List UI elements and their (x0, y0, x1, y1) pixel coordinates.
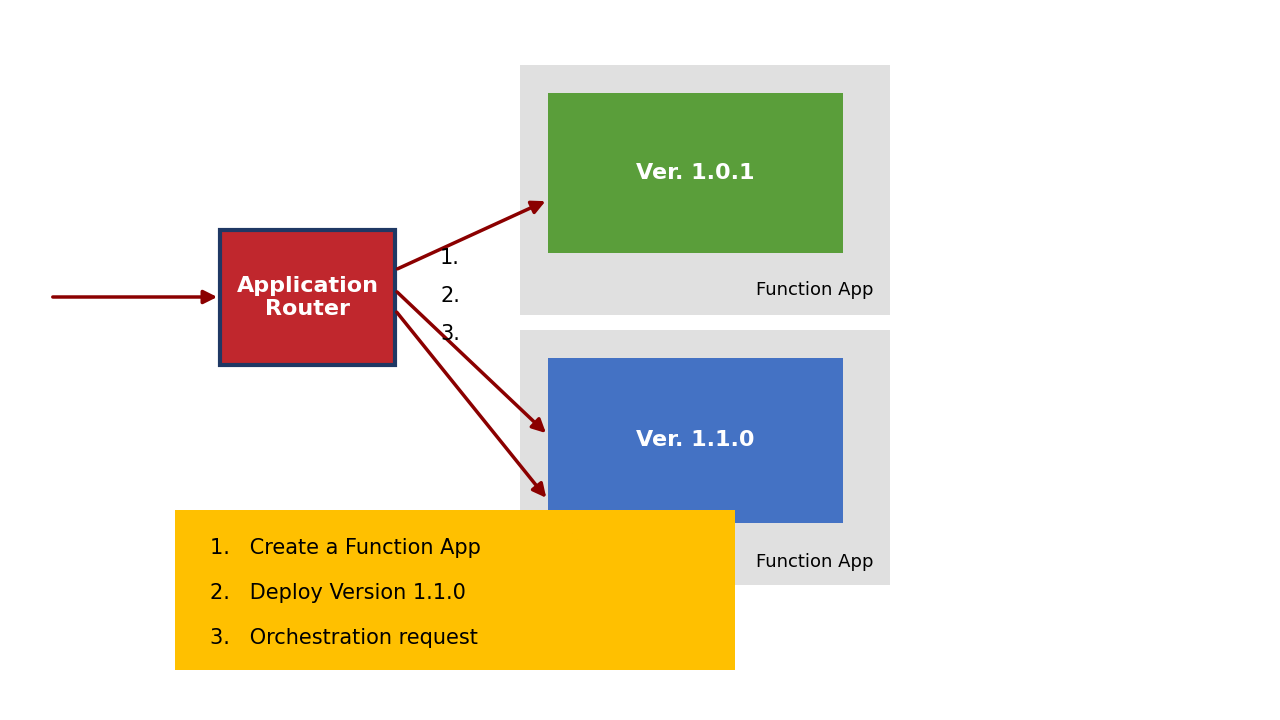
Text: 2.: 2. (440, 286, 460, 306)
FancyBboxPatch shape (220, 230, 396, 365)
FancyBboxPatch shape (520, 65, 890, 315)
FancyBboxPatch shape (548, 93, 844, 253)
Text: 1.   Create a Function App: 1. Create a Function App (210, 538, 481, 558)
Text: 1.: 1. (440, 248, 460, 268)
Text: Ver. 1.0.1: Ver. 1.0.1 (636, 163, 755, 183)
Text: 3.: 3. (440, 324, 460, 344)
FancyBboxPatch shape (175, 510, 735, 670)
Text: 2.   Deploy Version 1.1.0: 2. Deploy Version 1.1.0 (210, 583, 466, 603)
Text: Function App: Function App (755, 281, 873, 299)
FancyBboxPatch shape (548, 358, 844, 523)
Text: Application
Router: Application Router (237, 276, 379, 319)
FancyBboxPatch shape (520, 330, 890, 585)
Text: Ver. 1.1.0: Ver. 1.1.0 (636, 431, 755, 451)
Text: Function App: Function App (755, 553, 873, 571)
Text: 3.   Orchestration request: 3. Orchestration request (210, 628, 477, 648)
